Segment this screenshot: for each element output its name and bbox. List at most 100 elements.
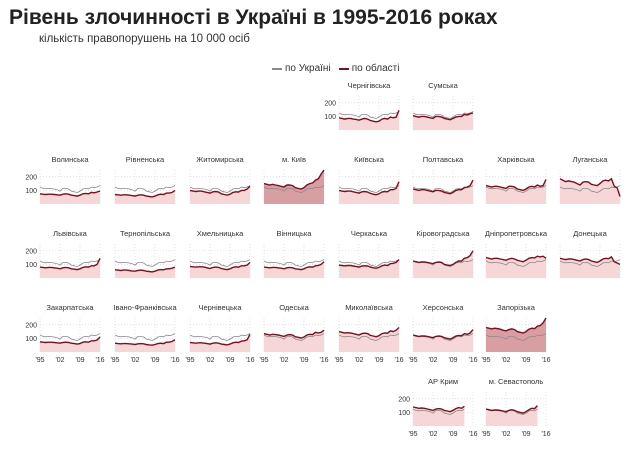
line-regional xyxy=(39,190,101,197)
area-regional xyxy=(413,329,473,352)
legend-label-regional: по області xyxy=(351,63,400,74)
panel-6: м. Київ xyxy=(263,155,325,204)
line-national xyxy=(189,259,251,268)
x-tick-label: '02 xyxy=(428,431,437,438)
panel-21: Чернівецька '95 '02 '09 '16 xyxy=(185,303,254,364)
panel-16: Кіровоградська xyxy=(412,229,474,278)
panel-18: Донецька xyxy=(559,229,621,278)
line-regional xyxy=(189,261,251,271)
panel-title: Закарпатська xyxy=(46,303,94,312)
line-national xyxy=(39,333,101,342)
panel-title: Луганська xyxy=(573,155,609,164)
panel-title: Хмельницька xyxy=(197,229,244,238)
panel-title: м. Київ xyxy=(282,155,306,164)
panel-title: Дніпропетровська xyxy=(485,229,548,238)
panel-11: Львівська 100 200 xyxy=(25,229,101,278)
line-regional xyxy=(114,189,176,198)
x-tick-label: '16 xyxy=(468,357,477,364)
x-tick-label: '09 xyxy=(75,357,84,364)
x-tick-label: '02 xyxy=(501,357,510,364)
area-regional xyxy=(190,186,250,204)
x-tick-label: '16 xyxy=(245,357,254,364)
line-national xyxy=(39,185,101,194)
panel-10: Луганська xyxy=(559,155,621,204)
line-regional xyxy=(338,110,400,123)
y-tick-label: 200 xyxy=(25,322,37,329)
panel-title: Харківська xyxy=(497,155,535,164)
line-national xyxy=(189,333,251,342)
panel-title: Чернігівська xyxy=(348,81,392,90)
line-regional xyxy=(559,255,621,266)
x-tick-label: '09 xyxy=(521,431,530,438)
panel-17: Дніпропетровська xyxy=(485,229,548,278)
line-national xyxy=(39,259,101,268)
legend-swatch-national xyxy=(272,67,282,70)
y-tick-label: 100 xyxy=(25,262,37,269)
y-tick-label: 200 xyxy=(324,100,336,107)
line-regional xyxy=(263,261,325,271)
x-tick-label: '02 xyxy=(279,357,288,364)
x-tick-label: '02 xyxy=(205,357,214,364)
x-tick-label: '16 xyxy=(541,431,550,438)
panel-title: Волинська xyxy=(52,155,90,164)
line-regional xyxy=(485,179,547,192)
panel-title: Київська xyxy=(354,155,385,164)
x-tick-label: '95 xyxy=(408,357,417,364)
line-regional xyxy=(114,339,176,346)
line-regional xyxy=(189,333,251,346)
y-tick-label: 200 xyxy=(398,396,410,403)
line-national xyxy=(114,259,176,268)
panel-title: Кіровоградська xyxy=(416,229,470,238)
x-tick-label: '09 xyxy=(374,357,383,364)
panel-title: Тернопільська xyxy=(120,229,171,238)
area-regional xyxy=(264,261,324,278)
panel-3: Волинська 100 200 xyxy=(25,155,101,204)
panel-title: Донецька xyxy=(573,229,607,238)
x-tick-label: '16 xyxy=(468,431,477,438)
panel-13: Хмельницька xyxy=(189,229,251,278)
area-regional xyxy=(40,191,100,204)
x-tick-label: '16 xyxy=(95,357,104,364)
area-regional xyxy=(486,318,546,352)
panel-15: Черкаська xyxy=(338,229,400,278)
line-national xyxy=(485,185,547,194)
line-national xyxy=(338,185,400,194)
line-national xyxy=(338,333,400,342)
line-national xyxy=(114,185,176,194)
y-tick-label: 100 xyxy=(25,188,37,195)
panel-9: Харківська xyxy=(485,155,547,204)
panel-8: Полтавська xyxy=(412,155,474,204)
x-tick-label: '95 xyxy=(481,431,490,438)
area-regional xyxy=(413,113,473,130)
line-national xyxy=(263,185,325,194)
panel-12: Тернопільська xyxy=(114,229,176,278)
panel-title: Черкаська xyxy=(351,229,388,238)
area-regional xyxy=(560,178,620,204)
line-regional xyxy=(412,179,474,195)
area-regional xyxy=(339,259,399,278)
x-tick-label: '16 xyxy=(541,357,550,364)
x-tick-label: '95 xyxy=(334,357,343,364)
area-regional xyxy=(486,179,546,204)
legend-item-regional: по області xyxy=(338,63,400,74)
line-national xyxy=(485,333,547,342)
legend-swatch-regional xyxy=(338,67,349,70)
chart-subtitle: кількість правопорушень на 10 000 осіб xyxy=(39,33,250,45)
panel-23: Миколаївська '95 '02 '09 '16 xyxy=(334,303,403,364)
panel-14: Вінницька xyxy=(263,229,325,278)
legend: по Україні по області xyxy=(272,63,407,74)
panel-2: Сумська xyxy=(412,81,474,130)
x-tick-label: '02 xyxy=(130,357,139,364)
line-national xyxy=(485,259,547,268)
chart-title: Рівень злочинності в Україні в 1995-2016… xyxy=(9,6,498,29)
line-regional xyxy=(485,317,547,334)
panel-title: Чернівецька xyxy=(198,303,242,312)
y-tick-label: 100 xyxy=(25,336,37,343)
x-tick-label: '09 xyxy=(448,357,457,364)
line-national xyxy=(559,259,621,268)
x-tick-label: '16 xyxy=(394,357,403,364)
line-regional xyxy=(338,181,400,196)
panel-25: Запорізька '95 '02 '09 '16 xyxy=(481,303,550,364)
area-regional xyxy=(40,258,100,278)
